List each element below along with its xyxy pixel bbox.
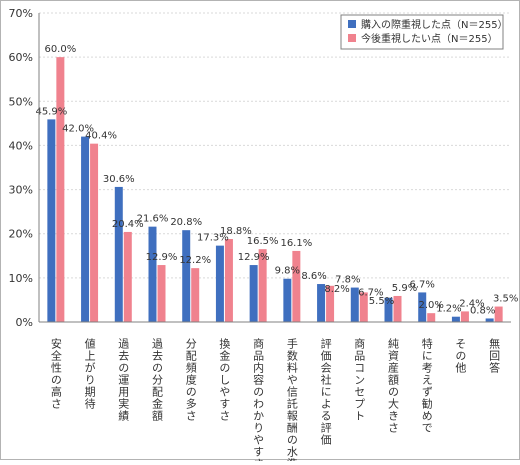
bar-future bbox=[191, 268, 200, 322]
bar-future bbox=[460, 311, 469, 322]
data-label-purchased: 7.8% bbox=[335, 275, 360, 286]
legend-label: 今後重視したい点（N＝255） bbox=[361, 32, 498, 45]
bar-purchased bbox=[148, 226, 157, 322]
bar-purchased bbox=[418, 292, 427, 322]
data-label-future: 12.2% bbox=[179, 255, 211, 266]
bar-purchased bbox=[249, 265, 258, 322]
category-label: 商品コンセプト bbox=[353, 337, 366, 422]
bar-purchased bbox=[182, 230, 191, 322]
legend: 購入の際重視した点（N＝255）今後重視したい点（N＝255） bbox=[340, 14, 508, 50]
axes bbox=[38, 13, 511, 323]
data-label-future: 16.1% bbox=[280, 238, 312, 249]
bar-future bbox=[393, 295, 402, 322]
data-label-purchased: 8.6% bbox=[301, 271, 326, 282]
gridlines bbox=[39, 12, 511, 279]
bar-purchased bbox=[317, 284, 326, 322]
category-label: その他 bbox=[454, 338, 467, 374]
data-label-purchased: 5.5% bbox=[369, 296, 394, 307]
x-axis-category-labels: 安全性の高さ 値上がり期待 過去の運用実績 過去の分配金額 分配頻度の多さ 換金のしやすさ… bbox=[49, 337, 501, 465]
bar-purchased bbox=[81, 136, 90, 322]
bar-future bbox=[56, 57, 65, 323]
y-tick-label: 70% bbox=[9, 7, 33, 20]
data-label-purchased: 20.8% bbox=[170, 217, 202, 228]
bar-purchased bbox=[451, 316, 460, 322]
data-labels: 45.9% 60.0% 42.0%40.4% 30.6% 20.4%21.6% 12.9%… bbox=[35, 44, 518, 316]
data-label-purchased: 12.9% bbox=[238, 252, 270, 263]
bar-purchased bbox=[485, 318, 494, 322]
bar-future bbox=[123, 231, 132, 322]
bar-future bbox=[224, 239, 233, 322]
data-label-purchased: 9.8% bbox=[275, 266, 300, 277]
category-label: 特に考えず勧めで bbox=[420, 337, 433, 434]
data-label-purchased: 1.2% bbox=[436, 304, 461, 315]
data-label-purchased: 0.8% bbox=[470, 305, 495, 316]
data-label-purchased: 45.9% bbox=[35, 106, 67, 117]
data-label-future: 3.5% bbox=[493, 294, 518, 305]
data-label-future: 60.0% bbox=[44, 44, 76, 55]
y-axis-tick-labels: 0% 10% 20% 30% 40% 50% 60% 70% bbox=[9, 7, 33, 329]
bar-future bbox=[427, 313, 436, 322]
category-label: 手数料や信託報酬の水準 bbox=[285, 337, 298, 461]
category-label: 分配頻度の多さ bbox=[184, 338, 197, 422]
bar-purchased bbox=[350, 287, 359, 322]
category-label: 安全性の高さ bbox=[49, 337, 62, 410]
data-label-future: 18.8% bbox=[220, 226, 252, 237]
bar-future bbox=[90, 143, 99, 322]
bar-purchased bbox=[215, 245, 224, 322]
data-label-future: 5.9% bbox=[392, 283, 417, 294]
legend-label: 購入の際重視した点（N＝255） bbox=[361, 18, 508, 31]
bar-purchased bbox=[384, 297, 393, 322]
bar-purchased bbox=[114, 186, 123, 322]
y-tick-label: 0% bbox=[16, 316, 33, 329]
category-label: 無回答 bbox=[488, 337, 501, 374]
data-label-future: 16.5% bbox=[247, 236, 279, 247]
bar-purchased bbox=[47, 119, 56, 323]
data-label-future: 6.7% bbox=[358, 288, 383, 299]
data-label-purchased: 21.6% bbox=[137, 214, 169, 225]
legend-box bbox=[340, 14, 504, 50]
data-label-future: 2.0% bbox=[419, 300, 444, 311]
data-label-purchased: 30.6% bbox=[103, 174, 135, 185]
data-label-purchased: 6.7% bbox=[410, 279, 435, 290]
y-tick-label: 10% bbox=[9, 272, 33, 285]
category-label: 値上がり期待 bbox=[83, 338, 96, 410]
y-tick-label: 20% bbox=[9, 228, 33, 241]
category-label: 過去の分配金額 bbox=[151, 338, 164, 422]
category-label: 純資産額の大きさ bbox=[387, 338, 400, 434]
bar-future bbox=[494, 306, 503, 322]
bars bbox=[47, 57, 503, 323]
legend-swatch bbox=[348, 20, 356, 28]
category-label: 商品内容のわかりやすさ bbox=[252, 337, 265, 461]
bar-future bbox=[157, 265, 166, 322]
bar-future bbox=[326, 285, 335, 322]
data-label-future: 20.4% bbox=[112, 219, 144, 230]
category-label: 換金のしやすさ bbox=[218, 338, 231, 422]
data-label-purchased: 17.3% bbox=[197, 233, 229, 244]
bar-future bbox=[359, 292, 368, 322]
bar-future bbox=[292, 250, 301, 322]
data-label-future: 12.9% bbox=[146, 252, 178, 263]
category-label: 評価会社による評価 bbox=[319, 337, 332, 446]
y-tick-label: 60% bbox=[9, 51, 33, 64]
y-tick-label: 30% bbox=[9, 184, 33, 197]
legend-swatch bbox=[348, 34, 356, 42]
data-label-future: 40.4% bbox=[85, 131, 117, 142]
data-label-future: 2.4% bbox=[459, 298, 484, 309]
data-label-purchased: 42.0% bbox=[62, 124, 94, 135]
bar-purchased bbox=[283, 278, 292, 322]
y-tick-label: 40% bbox=[9, 139, 33, 152]
category-label: 過去の運用実績 bbox=[117, 338, 130, 422]
bar-future bbox=[258, 249, 267, 322]
y-tick-label: 50% bbox=[9, 95, 33, 108]
data-label-future: 8.2% bbox=[324, 284, 349, 295]
